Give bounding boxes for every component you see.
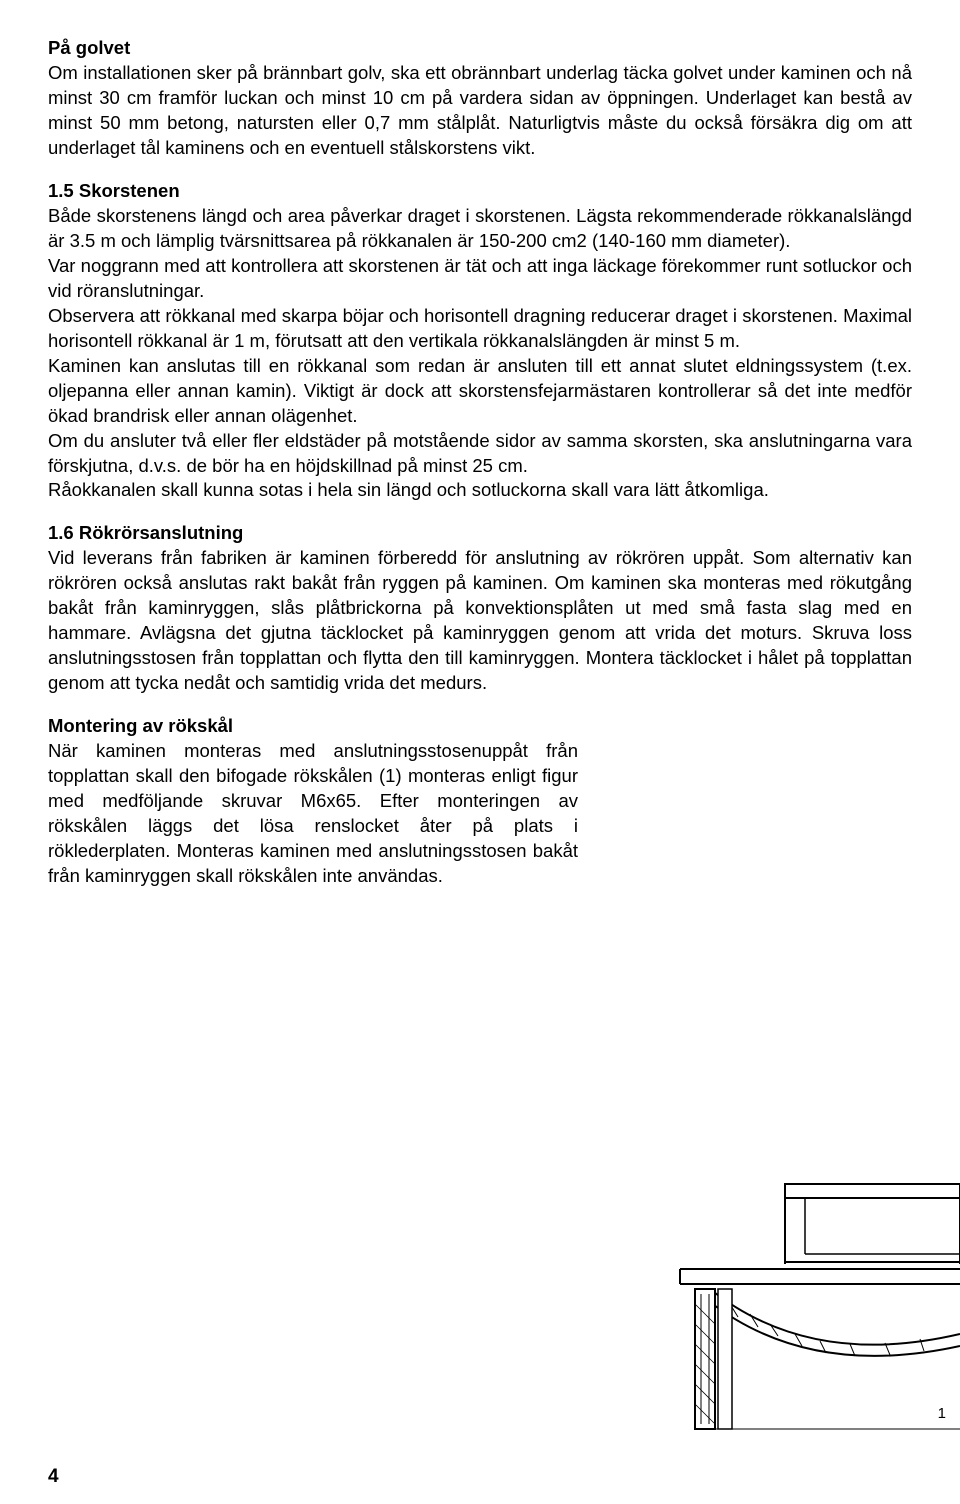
section-floor: På golvet Om installationen sker på brän… — [48, 36, 912, 161]
para-chimney-3: Observera att rökkanal med skarpa böjar … — [48, 304, 912, 354]
smoke-bowl-diagram-icon — [610, 1174, 960, 1434]
figure-smoke-bowl: 1 — [610, 1174, 960, 1434]
para-chimney-5: Om du ansluter två eller fler eldstäder … — [48, 429, 912, 479]
page-number: 4 — [48, 1466, 59, 1488]
para-chimney-2: Var noggrann med att kontrollera att sko… — [48, 254, 912, 304]
para-chimney-4: Kaminen kan anslutas till en rökkanal so… — [48, 354, 912, 429]
heading-flue: 1.6 Rökrörsanslutning — [48, 521, 912, 546]
section-smoke-bowl: Montering av rökskål När kaminen montera… — [48, 714, 912, 889]
para-chimney-1: Både skorstenens längd och area påverkar… — [48, 204, 912, 254]
para-chimney-6: Råokkanalen skall kunna sotas i hela sin… — [48, 478, 912, 503]
section-chimney: 1.5 Skorstenen Både skorstenens längd oc… — [48, 179, 912, 504]
para-smoke-bowl-1: När kaminen monteras med anslutningsstos… — [48, 739, 578, 889]
figure-label: 1 — [938, 1405, 946, 1422]
para-flue-1: Vid leverans från fabriken är kaminen fö… — [48, 546, 912, 696]
para-floor-1: Om installationen sker på brännbart golv… — [48, 61, 912, 161]
section-flue-connection: 1.6 Rökrörsanslutning Vid leverans från … — [48, 521, 912, 696]
heading-chimney: 1.5 Skorstenen — [48, 179, 912, 204]
heading-floor: På golvet — [48, 36, 912, 61]
heading-smoke-bowl: Montering av rökskål — [48, 714, 912, 739]
